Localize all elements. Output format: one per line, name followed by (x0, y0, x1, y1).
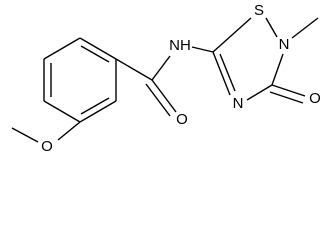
bond (79, 100, 117, 123)
bond (265, 17, 278, 38)
bond (80, 97, 110, 115)
bond (212, 17, 252, 53)
bond (115, 58, 153, 81)
atom-label: O (41, 138, 53, 155)
atom-label: N (233, 95, 244, 112)
bond (212, 51, 231, 96)
atom-label: N (279, 36, 290, 53)
bond (57, 121, 81, 141)
bond (191, 46, 214, 53)
bond (219, 53, 236, 92)
bond (11, 127, 39, 143)
atom-label: NH (169, 37, 191, 54)
bond (43, 37, 81, 60)
bond (271, 53, 284, 86)
bond (291, 17, 319, 39)
atom-label: S (254, 2, 264, 19)
atom-label: O (309, 90, 321, 107)
bond (79, 37, 117, 60)
bond (151, 79, 177, 113)
atom-label: O (176, 111, 188, 128)
bond (145, 83, 171, 117)
bond (269, 91, 304, 104)
bond (246, 84, 273, 101)
structure-diagram: O O NH S N N O (11, 2, 321, 155)
bonds (11, 17, 319, 143)
bond (271, 84, 306, 97)
bond (43, 100, 81, 123)
bond (151, 55, 171, 81)
bond (80, 45, 110, 63)
